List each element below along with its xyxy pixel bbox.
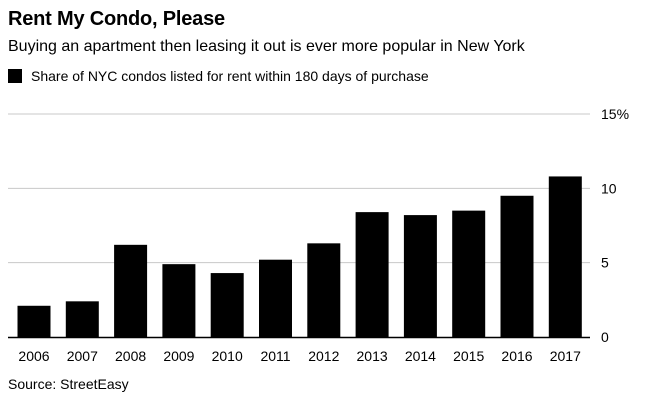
bar — [307, 243, 341, 337]
x-tick-label: 2012 — [308, 348, 339, 364]
x-tick-label: 2011 — [260, 348, 290, 364]
x-tick-label: 2009 — [163, 348, 194, 364]
bar — [452, 210, 486, 337]
x-tick-label: 2017 — [550, 348, 581, 364]
bar — [114, 244, 148, 337]
bar — [65, 301, 99, 337]
y-tick-label: 5 — [601, 255, 609, 271]
chart-legend: Share of NYC condos listed for rent with… — [8, 68, 429, 84]
chart-title: Rent My Condo, Please — [8, 8, 225, 30]
x-tick-label: 2016 — [501, 348, 532, 364]
bar — [403, 215, 437, 337]
chart-subtitle: Buying an apartment then leasing it out … — [8, 38, 525, 55]
bar — [210, 273, 244, 337]
legend-label: Share of NYC condos listed for rent with… — [31, 68, 429, 84]
bar — [259, 259, 292, 337]
bar — [17, 305, 51, 337]
legend-swatch — [8, 69, 22, 83]
source-note: Source: StreetEasy — [8, 376, 129, 392]
x-tick-label: 2013 — [357, 348, 388, 364]
bar — [548, 176, 582, 337]
x-tick-label: 2006 — [18, 348, 49, 364]
y-tick-label: 0 — [601, 329, 609, 345]
bar — [162, 264, 196, 337]
y-tick-label: 15% — [601, 106, 629, 122]
x-tick-label: 2007 — [67, 348, 98, 364]
bar — [355, 212, 389, 337]
x-tick-label: 2015 — [453, 348, 484, 364]
x-tick-label: 2008 — [115, 348, 146, 364]
x-tick-label: 2010 — [212, 348, 243, 364]
y-tick-label: 10 — [601, 180, 617, 196]
bar — [500, 195, 534, 337]
x-tick-label: 2014 — [405, 348, 436, 364]
